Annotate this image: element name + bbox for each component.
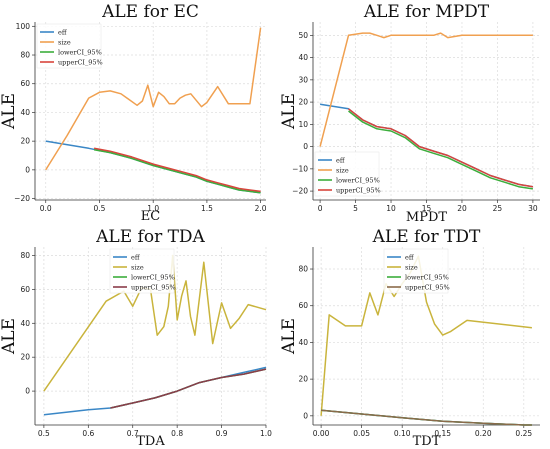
tda-series-upperci-95- bbox=[110, 368, 267, 409]
mpdt-legend-label: lowerCI_95% bbox=[336, 176, 380, 184]
tdt-x-tick-label: 0.05 bbox=[353, 429, 370, 438]
tda-y-tick-label: 60 bbox=[20, 285, 30, 294]
panel-mpdt: 0 5 10 15 20 25 30 −20 −10 0 10 20 30 40 50 ALE for MPD… bbox=[279, 2, 540, 225]
tda-y-tick-label: 80 bbox=[20, 251, 30, 260]
mpdt-y-axis-label: ALE bbox=[279, 93, 299, 130]
ec-x-tick-label: 0.0 bbox=[40, 204, 52, 213]
tda-chart-title: ALE for TDA bbox=[95, 227, 205, 247]
tda-legend-label: size bbox=[131, 263, 144, 271]
mpdt-chart-title: ALE for MPDT bbox=[363, 2, 490, 22]
ec-y-tick-label: 0 bbox=[25, 165, 30, 174]
mpdt-series-size bbox=[319, 32, 533, 147]
tdt-y-tick-label: 60 bbox=[298, 301, 308, 310]
ec-x-axis-label: EC bbox=[141, 209, 160, 224]
tda-y-tick-label: 40 bbox=[20, 319, 30, 328]
mpdt-legend-box bbox=[314, 151, 380, 197]
ec-y-tick-label: 80 bbox=[20, 51, 30, 60]
mpdt-x-tick-label: 15 bbox=[422, 204, 432, 213]
tda-x-axis-label: TDA bbox=[136, 434, 165, 449]
ec-y-tick-label: 20 bbox=[20, 137, 30, 146]
mpdt-legend-label: upperCI_95% bbox=[336, 186, 381, 194]
tda-x-tick-label: 0.5 bbox=[38, 429, 50, 438]
tdt-legend-label: size bbox=[405, 263, 418, 271]
tdt-x-axis-label: TDT bbox=[413, 434, 441, 449]
mpdt-y-tick-label: 20 bbox=[298, 98, 308, 107]
mpdt-x-tick-label: 20 bbox=[457, 204, 467, 213]
mpdt-legend: eff size lowerCI_95% upperCI_95% bbox=[314, 151, 381, 197]
panel-tdt: 0.00 0.05 0.10 0.15 0.20 0.25 0 20 40 60 80 ALE for… bbox=[279, 227, 540, 449]
tda-y-tick-label: 20 bbox=[20, 353, 30, 362]
tda-x-tick-label: 0.8 bbox=[171, 429, 183, 438]
tda-legend-label: upperCI_95% bbox=[131, 283, 176, 291]
ec-chart-title: ALE for EC bbox=[101, 2, 199, 22]
tda-legend-label: eff bbox=[131, 253, 141, 261]
mpdt-y-tick-label: 40 bbox=[298, 53, 308, 62]
tdt-y-axis-label: ALE bbox=[279, 318, 299, 355]
tda-y-tick-label: 0 bbox=[25, 387, 30, 396]
tdt-y-tick-label: 20 bbox=[298, 375, 308, 384]
ec-series-size bbox=[45, 27, 262, 171]
panel-ec: 0.0 0.5 1.0 1.5 2.0 −20 0 20 40 60 80 100 ALE for EC… bbox=[0, 2, 267, 224]
ec-x-tick-label: 1.5 bbox=[201, 204, 213, 213]
tdt-x-tick-label: 0.20 bbox=[475, 429, 492, 438]
mpdt-x-tick-label: 25 bbox=[493, 204, 503, 213]
ec-y-tick-label: 40 bbox=[20, 108, 30, 117]
ec-legend-label: upperCI_95% bbox=[58, 58, 103, 66]
mpdt-y-tick-label: 10 bbox=[298, 120, 308, 129]
tdt-x-tick-label: 0.15 bbox=[434, 429, 451, 438]
mpdt-x-tick-label: 30 bbox=[528, 204, 538, 213]
ec-legend: eff size lowerCI_95% upperCI_95% bbox=[36, 23, 103, 69]
ec-x-tick-label: 2.0 bbox=[255, 204, 267, 213]
tda-legend-label: lowerCI_95% bbox=[131, 273, 175, 281]
mpdt-y-tick-label: −20 bbox=[292, 187, 308, 196]
mpdt-series-lowerci-95- bbox=[348, 110, 534, 190]
mpdt-y-tick-label: 50 bbox=[298, 31, 308, 40]
tdt-y-tick-label: 40 bbox=[298, 338, 308, 347]
tda-x-tick-label: 1.0 bbox=[260, 429, 272, 438]
mpdt-y-tick-label: 30 bbox=[298, 75, 308, 84]
tda-x-tick-label: 0.7 bbox=[127, 429, 139, 438]
tdt-chart-title: ALE for TDT bbox=[372, 227, 481, 247]
ec-y-tick-label: 60 bbox=[20, 79, 30, 88]
mpdt-x-tick-label: 5 bbox=[353, 204, 358, 213]
tdt-y-tick-label: 80 bbox=[298, 265, 308, 274]
ec-x-tick-label: 0.5 bbox=[93, 204, 105, 213]
tdt-x-tick-label: 0.00 bbox=[313, 429, 330, 438]
ec-series-lowerci-95- bbox=[93, 149, 261, 194]
tdt-series-upperci-95- bbox=[321, 409, 532, 426]
tda-x-tick-label: 0.6 bbox=[82, 429, 94, 438]
mpdt-y-tick-label: 0 bbox=[303, 142, 308, 151]
tdt-y-tick-label: 0 bbox=[303, 411, 308, 420]
tdt-legend-label: lowerCI_95% bbox=[405, 273, 449, 281]
mpdt-x-tick-label: 0 bbox=[318, 204, 323, 213]
tda-series-size bbox=[43, 254, 267, 392]
ec-legend-label: lowerCI_95% bbox=[58, 48, 102, 56]
ec-series-upperci-95- bbox=[93, 147, 261, 193]
mpdt-y-tick-label: −10 bbox=[292, 164, 308, 173]
mpdt-x-axis-label: MPDT bbox=[406, 210, 447, 225]
tdt-x-tick-label: 0.25 bbox=[515, 429, 532, 438]
tda-legend: eff size lowerCI_95% upperCI_95% bbox=[109, 248, 176, 294]
ec-y-tick-label: 100 bbox=[16, 22, 31, 31]
mpdt-legend-label: eff bbox=[336, 156, 346, 164]
tdt-x-tick-label: 0.10 bbox=[394, 429, 411, 438]
ec-legend-label: size bbox=[58, 38, 71, 46]
tdt-legend-label: eff bbox=[405, 253, 415, 261]
mpdt-series-upperci-95- bbox=[348, 108, 534, 188]
ec-x-tick-label: 1.0 bbox=[147, 204, 159, 213]
ec-y-tick-label: −20 bbox=[14, 194, 30, 203]
ec-legend-label: eff bbox=[58, 28, 68, 36]
tda-x-tick-label: 0.9 bbox=[216, 429, 228, 438]
tdt-legend: eff size lowerCI_95% upperCI_95% bbox=[383, 248, 450, 294]
mpdt-legend-label: size bbox=[336, 166, 349, 174]
tdt-legend-label: upperCI_95% bbox=[405, 283, 450, 291]
panel-tda: 0.5 0.6 0.7 0.8 0.9 1.0 0 20 40 60 80 ALE for TDA TD… bbox=[0, 227, 272, 449]
mpdt-x-tick-label: 10 bbox=[386, 204, 396, 213]
tda-y-axis-label: ALE bbox=[0, 318, 19, 355]
ec-y-axis-label: ALE bbox=[0, 93, 19, 130]
